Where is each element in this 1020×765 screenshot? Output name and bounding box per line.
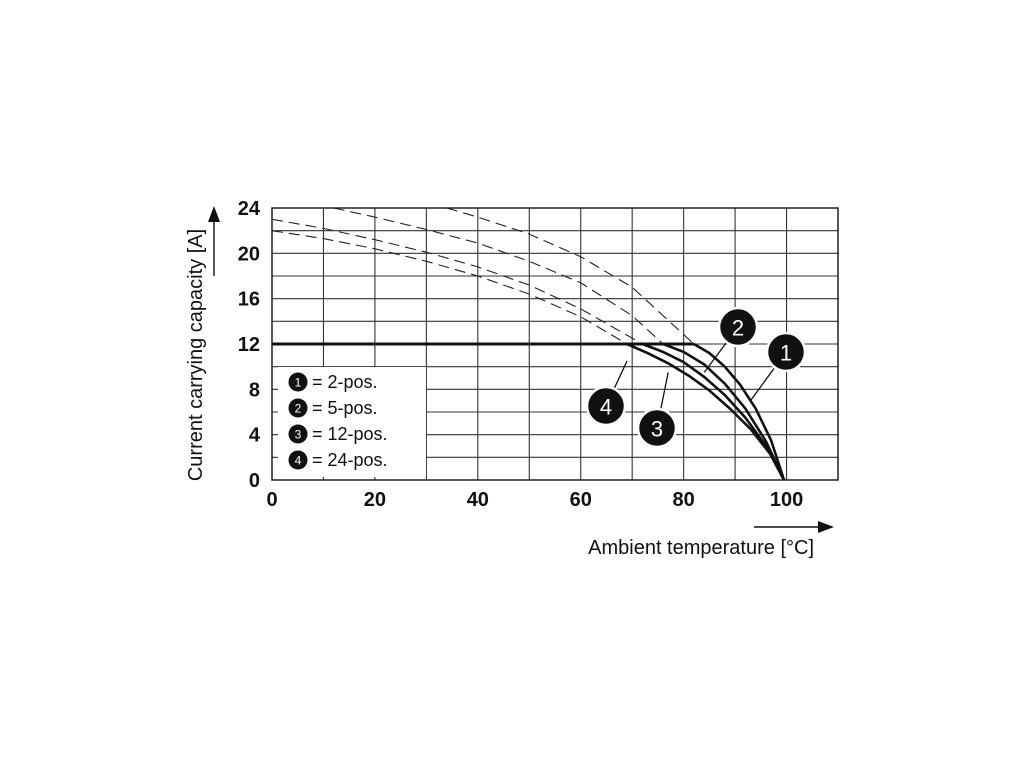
derating-curve-3 xyxy=(642,342,786,481)
series-callouts: 1 2 3 4 xyxy=(585,306,807,449)
dashed-extension-2 xyxy=(333,207,664,345)
x-tick-label: 40 xyxy=(467,489,489,511)
derating-curves xyxy=(272,342,786,481)
callout-number: 3 xyxy=(651,417,663,442)
legend-label: = 24-pos. xyxy=(312,450,388,470)
y-tick-label: 4 xyxy=(249,425,261,447)
legend-label: = 2-pos. xyxy=(312,372,378,392)
dashed-extension-4 xyxy=(271,230,628,345)
y-tick-label: 24 xyxy=(238,198,261,220)
x-tick-label: 100 xyxy=(770,489,803,511)
callout-number: 2 xyxy=(732,316,744,341)
callout-badge xyxy=(765,331,807,373)
x-tick-label: 60 xyxy=(570,489,592,511)
x-tick-label: 80 xyxy=(673,489,695,511)
derating-curve-2 xyxy=(662,342,786,481)
legend-marker-badge xyxy=(288,450,308,470)
dashed-extensions xyxy=(271,207,695,345)
legend-marker-badge xyxy=(288,424,308,444)
legend-marker-badge xyxy=(288,398,308,418)
x-tick-labels: 0 20 40 60 80 100 xyxy=(266,489,803,511)
derating-curve-1 xyxy=(693,342,786,481)
legend-marker-number: 3 xyxy=(295,428,302,442)
dashed-extension-1 xyxy=(446,207,695,345)
y-tick-label: 20 xyxy=(238,243,260,265)
legend-item: 2 = 5-pos. xyxy=(288,398,378,418)
callout-badge xyxy=(636,407,678,449)
callout-2: 2 xyxy=(703,306,759,373)
x-axis-arrow xyxy=(754,521,834,533)
callout-number: 1 xyxy=(780,341,792,366)
legend-label: = 12-pos. xyxy=(312,424,388,444)
plot-frame xyxy=(271,207,839,481)
y-tick-label: 0 xyxy=(249,470,260,492)
x-tick-label: 20 xyxy=(364,489,386,511)
legend-item: 4 = 24-pos. xyxy=(288,450,388,470)
legend: 1 = 2-pos. 2 = 5-pos. 3 = 12-pos. 4 = 24-pos. xyxy=(278,367,426,477)
x-axis-label: Ambient temperature [°C] xyxy=(588,537,814,559)
legend-item: 1 = 2-pos. xyxy=(288,372,378,392)
legend-marker-number: 1 xyxy=(295,376,302,390)
x-tick-label: 0 xyxy=(266,489,277,511)
legend-label: = 5-pos. xyxy=(312,398,378,418)
callout-number: 4 xyxy=(600,395,612,420)
legend-marker-number: 2 xyxy=(295,402,302,416)
y-tick-labels: 0 4 8 12 16 20 24 xyxy=(238,198,261,492)
callout-leader-line xyxy=(613,360,628,390)
y-axis-arrow xyxy=(208,206,220,276)
callout-badge xyxy=(585,385,627,427)
y-tick-label: 16 xyxy=(238,289,260,311)
callout-4: 4 xyxy=(585,360,628,427)
callout-3: 3 xyxy=(636,372,678,449)
legend-item: 3 = 12-pos. xyxy=(288,424,388,444)
callout-leader-line xyxy=(750,366,776,402)
dashed-extension-3 xyxy=(271,218,643,345)
callout-leader-line xyxy=(703,341,728,373)
y-axis-label: Current carrying capacity [A] xyxy=(185,229,207,481)
callout-1: 1 xyxy=(750,331,807,402)
legend-marker-number: 4 xyxy=(295,454,302,468)
y-tick-label: 12 xyxy=(238,334,260,356)
legend-marker-badge xyxy=(288,372,308,392)
callout-leader-line xyxy=(660,372,669,410)
callout-badge xyxy=(717,306,759,348)
y-tick-label: 8 xyxy=(249,379,260,401)
derating-curve-4 xyxy=(626,342,786,481)
